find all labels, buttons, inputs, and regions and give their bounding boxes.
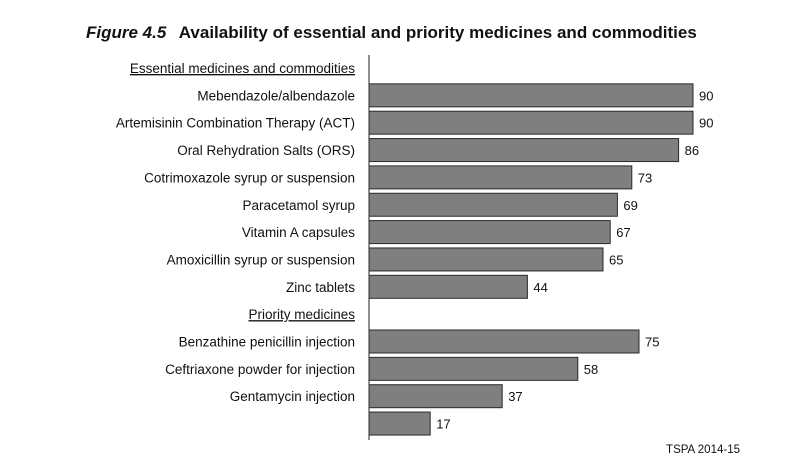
- data-label: 69: [623, 198, 637, 213]
- bar: [368, 329, 640, 354]
- bar: [368, 138, 680, 163]
- data-label: 17: [436, 417, 450, 432]
- category-label: Mebendazole/albendazole: [197, 88, 355, 103]
- category-label: Benzathine penicillin injection: [179, 335, 355, 350]
- category-label: Zinc tablets: [286, 280, 355, 295]
- data-label: 73: [638, 170, 652, 185]
- data-label: 90: [699, 88, 713, 103]
- chart-title-prefix: Figure 4.5: [86, 23, 167, 42]
- category-label: Cotrimoxazole syrup or suspension: [144, 170, 355, 185]
- data-label: 44: [533, 280, 547, 295]
- category-label: Artemisinin Combination Therapy (ACT): [116, 116, 355, 131]
- data-label: 86: [685, 143, 699, 158]
- bar: [368, 411, 431, 436]
- bar: [368, 274, 528, 299]
- bar: [368, 220, 611, 245]
- category-label: Amoxicillin syrup or suspension: [167, 252, 355, 267]
- category-label: Paracetamol syrup: [242, 198, 355, 213]
- data-label: 90: [699, 116, 713, 131]
- bar: [368, 192, 618, 217]
- category-label: Vitamin A capsules: [242, 225, 355, 240]
- bar: [368, 110, 694, 135]
- bar: [368, 247, 604, 272]
- bar: [368, 165, 633, 190]
- chart-title: Figure 4.5 Availability of essential and…: [86, 23, 697, 42]
- section-label: Priority medicines: [248, 307, 355, 322]
- section-label: Essential medicines and commodities: [130, 61, 355, 76]
- source-note: TSPA 2014-15: [666, 444, 740, 456]
- category-label: Oral Rehydration Salts (ORS): [177, 143, 355, 158]
- bar: [368, 384, 503, 409]
- category-label: Gentamycin injection: [230, 389, 355, 404]
- bar: [368, 83, 694, 108]
- data-label: 67: [616, 225, 630, 240]
- data-label: 37: [508, 389, 522, 404]
- category-label: Ceftriaxone powder for injection: [165, 362, 355, 377]
- bar: [368, 356, 579, 381]
- data-label: 65: [609, 252, 623, 267]
- data-label: 75: [645, 335, 659, 350]
- data-label: 58: [584, 362, 598, 377]
- chart-title-text: Availability of essential and priority m…: [179, 23, 697, 42]
- chart-rows: Essential medicines and commodities Meben…: [116, 61, 713, 436]
